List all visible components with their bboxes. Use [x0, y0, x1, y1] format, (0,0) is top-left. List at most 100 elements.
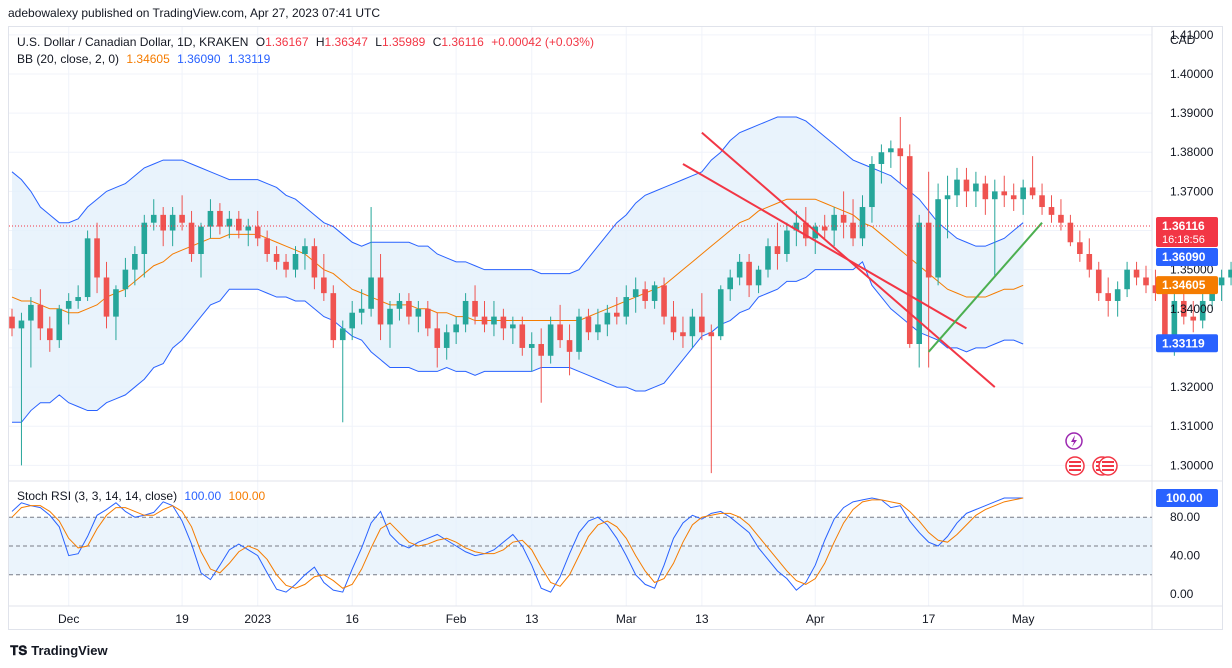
candle-body: [481, 316, 488, 325]
bb-basis-line: [11, 198, 1024, 322]
price-tick-label: 1.41000: [1170, 28, 1214, 42]
candle-body: [415, 308, 422, 317]
candle-body: [528, 344, 535, 348]
close-value: 1.36116: [441, 35, 484, 49]
price-axis-badge: [1156, 276, 1218, 295]
price-tick-label: 1.34000: [1170, 302, 1214, 316]
candle-body: [935, 199, 941, 278]
bb-basis-value: 1.34605: [126, 52, 170, 66]
candle-body: [160, 214, 166, 231]
bb-label: BB (20, close, 2, 0): [17, 52, 120, 66]
price-tick-label: 1.37000: [1170, 184, 1214, 198]
candle-body: [1077, 242, 1083, 254]
stoch-label: Stoch RSI (3, 3, 14, 14, close): [17, 489, 178, 503]
stoch-tick-label: 0.00: [1170, 587, 1194, 601]
bb-upper-value: 1.36090: [177, 52, 221, 66]
candle-body: [198, 226, 204, 254]
candle-body: [425, 308, 431, 329]
candle-body: [557, 324, 563, 341]
main-legend: U.S. Dollar / Canadian Dollar, 1D, KRAKE…: [17, 35, 598, 49]
candle-body: [1058, 214, 1064, 223]
time-tick-label: 16: [346, 612, 360, 626]
flag-stripe-icon: [1069, 469, 1081, 471]
lightning-glyph-icon: [1071, 435, 1077, 447]
bollinger-lines: [11, 116, 1024, 423]
currency-label: CAD: [1170, 33, 1196, 47]
footer-brand[interactable]: 𝐓𝐒 TradingView: [10, 643, 108, 659]
time-tick-label: 2023: [244, 612, 271, 626]
candle-body: [888, 148, 894, 153]
candle-body: [519, 324, 526, 348]
candle-body: [1095, 269, 1102, 294]
time-tick-label: 13: [525, 612, 539, 626]
candle-body: [538, 344, 544, 356]
candle-body: [1152, 285, 1159, 294]
price-axis-badge-text: 1.36090: [1162, 250, 1206, 264]
candle-body: [925, 222, 932, 278]
open-value: 1.36167: [265, 35, 309, 49]
candle-body: [1105, 293, 1111, 301]
candle-body: [141, 222, 148, 254]
stoch-k-line: [11, 497, 1024, 593]
candle-body: [1199, 300, 1206, 321]
candle-body: [736, 261, 743, 278]
candle-body: [377, 277, 384, 325]
candle-body: [859, 207, 866, 239]
time-tick-label: Mar: [616, 612, 637, 626]
candle-body: [982, 183, 989, 200]
candle-body: [75, 297, 81, 301]
candle-body: [330, 293, 337, 341]
bb-legend: BB (20, close, 2, 0) 1.34605 1.36090 1.3…: [17, 52, 274, 66]
candle-body: [254, 226, 261, 239]
candle-body: [632, 289, 639, 298]
candle-body: [311, 246, 318, 278]
candle-body: [708, 332, 715, 337]
price-tick-label: 1.31000: [1170, 419, 1214, 433]
candle-body: [56, 308, 63, 341]
stoch-k-badge-text: 100.00: [1166, 491, 1203, 505]
trendline: [927, 222, 1043, 353]
candle-body: [264, 238, 270, 254]
close-label: C: [432, 35, 442, 49]
candle-body: [339, 328, 346, 341]
candle-body: [1171, 300, 1178, 337]
candle-body: [1133, 269, 1140, 278]
bb-lower-line: [12, 261, 1024, 423]
trendlines: [682, 131, 1043, 388]
candle-body: [992, 191, 998, 200]
candle-body: [1162, 293, 1168, 337]
price-axis-badge-text: 1.34605: [1162, 278, 1206, 292]
candle-body: [812, 226, 819, 239]
candle-body: [821, 226, 828, 231]
candle-body: [831, 214, 837, 231]
candle-body: [869, 163, 875, 208]
candle-body: [358, 308, 365, 313]
price-axis-badge: [1156, 334, 1218, 353]
candle-body: [651, 285, 658, 301]
candle-body: [897, 148, 904, 157]
candle-body: [207, 210, 214, 227]
time-tick-label: 19: [175, 612, 189, 626]
candle-body: [840, 214, 847, 223]
candle-body: [614, 312, 620, 317]
candle-body: [661, 285, 667, 317]
candle-body: [1086, 254, 1093, 270]
candle-body: [1010, 195, 1017, 200]
candle-body: [443, 332, 450, 348]
brand-label: TradingView: [31, 643, 108, 658]
candle-body: [283, 261, 289, 270]
candle-body: [774, 246, 781, 254]
candle-body: [576, 316, 582, 352]
candle-body: [103, 277, 110, 317]
candle-body: [1048, 207, 1055, 215]
candle-body: [387, 308, 393, 325]
candle-body: [226, 218, 233, 227]
candle-body: [1029, 187, 1036, 196]
candle-body: [132, 254, 138, 270]
price-tick-label: 1.30000: [1170, 458, 1214, 472]
candle-body: [1114, 289, 1121, 301]
candle-body: [755, 269, 762, 286]
high-value: 1.36347: [324, 35, 368, 49]
